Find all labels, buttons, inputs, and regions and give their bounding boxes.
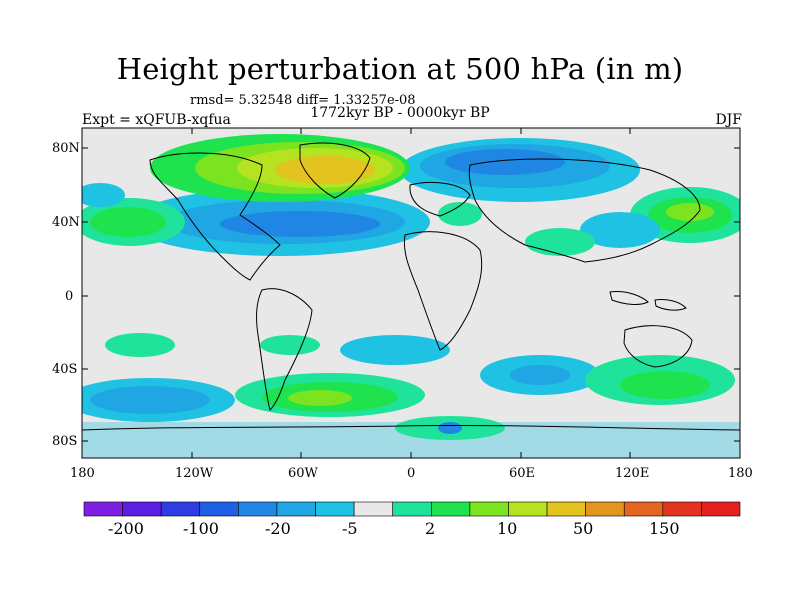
lat-label-eq: 0 [65, 289, 74, 304]
lon-label-180e: 180 [728, 466, 753, 481]
colorbar-swatch [469, 501, 509, 517]
colorbar-swatch [315, 501, 355, 517]
lon-label-180w: 180 [70, 466, 95, 481]
lat-label-80s: 80S [52, 434, 78, 449]
colorbar-swatch [585, 501, 625, 517]
coastlines [82, 142, 740, 431]
colorbar-swatch [392, 501, 432, 517]
colorbar-label: 10 [497, 519, 518, 538]
period-line: 1772kyr BP - 0000kyr BP [310, 105, 490, 121]
lat-label-40s: 40S [52, 362, 78, 377]
colorbar-label: -5 [342, 519, 358, 538]
colorbar-swatch [430, 501, 471, 517]
lon-ticks [81, 128, 741, 458]
colorbar-swatch [353, 501, 394, 517]
colorbar-swatch [160, 501, 201, 517]
lon-label-60e: 60E [509, 466, 536, 481]
colorbar-label: -200 [108, 519, 144, 538]
plot-title: Height perturbation at 500 hPa (in m) [116, 52, 684, 86]
colorbar-swatch [508, 501, 548, 517]
colorbar-label: 50 [573, 519, 594, 538]
colorbar [83, 501, 741, 517]
colorbar-swatch [199, 501, 239, 517]
lat-label-40n: 40N [52, 215, 80, 230]
colorbar-label: 150 [649, 519, 680, 538]
colorbar-swatch [623, 501, 664, 517]
colorbar-swatch [238, 501, 278, 517]
season-label: DJF [715, 112, 742, 128]
colorbar-label: -100 [183, 519, 219, 538]
lat-ticks [82, 147, 740, 442]
colorbar-swatch [276, 501, 316, 517]
lon-label-60w: 60W [288, 466, 318, 481]
lon-label-120e: 120E [615, 466, 650, 481]
colorbar-label: 2 [425, 519, 436, 538]
lon-label-120w: 120W [175, 466, 214, 481]
lat-label-80n: 80N [52, 141, 80, 156]
stats-line: rmsd= 5.32548 diff= 1.33257e-08 [190, 93, 416, 108]
colorbar-swatch [662, 501, 702, 517]
colorbar-swatch [83, 501, 123, 517]
lon-label-0: 0 [407, 466, 416, 481]
colorbar-label: -20 [265, 519, 291, 538]
experiment-label: Expt = xQFUB-xqfua [82, 112, 231, 128]
colorbar-swatch [701, 501, 741, 517]
colorbar-swatch [122, 501, 162, 517]
colorbar-swatch [546, 501, 586, 517]
